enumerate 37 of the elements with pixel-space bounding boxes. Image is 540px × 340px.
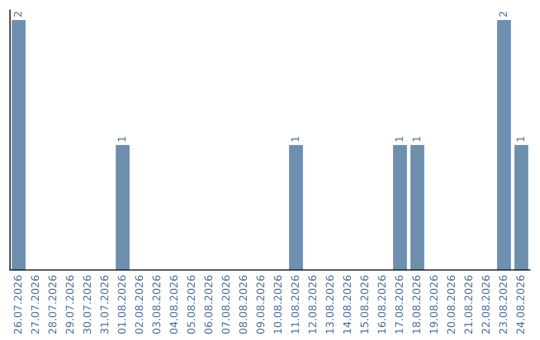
x-tick-label: 10.08.2026	[274, 276, 282, 334]
data-label: 1	[395, 136, 403, 142]
x-tick-label: 11.08.2026	[291, 276, 300, 334]
x-tick-label: 27.07.2026	[31, 276, 40, 334]
data-label: 1	[516, 136, 524, 142]
x-tick-label: 15.08.2026	[360, 276, 368, 334]
x-tick-label: 22.08.2026	[482, 276, 490, 334]
x-tick-label: 08.08.2026	[239, 276, 248, 334]
x-tick-label: 26.07.2026	[14, 276, 22, 334]
x-tick-label: 04.08.2026	[170, 276, 178, 334]
x-tick-label: 18.08.2026	[412, 276, 420, 334]
x-tick-label: 14.08.2026	[343, 276, 352, 334]
x-tick-label: 20.08.2026	[447, 276, 456, 334]
x-tick-label: 24.08.2026	[516, 276, 524, 334]
x-tick-label: 23.08.2026	[499, 276, 508, 334]
x-tick-label: 17.08.2026	[395, 276, 404, 334]
x-tick-label: 19.08.2026	[430, 276, 438, 334]
data-label: 1	[412, 136, 420, 142]
x-tick-label: 09.08.2026	[256, 276, 264, 334]
x-tick-label: 16.08.2026	[378, 276, 386, 334]
x-tick-label: 02.08.2026	[135, 276, 144, 334]
x-tick-label: 12.08.2026	[308, 276, 316, 334]
x-tick-label: 30.07.2026	[83, 276, 92, 334]
x-tick-label: 01.08.2026	[118, 276, 126, 334]
data-label: 1	[118, 136, 126, 142]
x-tick-label: 13.08.2026	[326, 276, 334, 334]
x-tick-label: 28.07.2026	[48, 276, 56, 334]
data-label: 2	[14, 12, 22, 17]
x-tick-label: 05.08.2026	[187, 276, 196, 334]
x-tick-label: 03.08.2026	[152, 276, 160, 334]
data-label: 1	[291, 136, 299, 142]
x-tick-label: 31.07.2026	[100, 276, 108, 334]
x-tick-label: 07.08.2026	[222, 276, 230, 334]
x-tick-label: 29.07.2026	[66, 276, 74, 334]
x-tick-label: 21.08.2026	[464, 276, 472, 334]
x-tick-label: 06.08.2026	[204, 276, 212, 334]
data-label: 2	[499, 12, 507, 17]
